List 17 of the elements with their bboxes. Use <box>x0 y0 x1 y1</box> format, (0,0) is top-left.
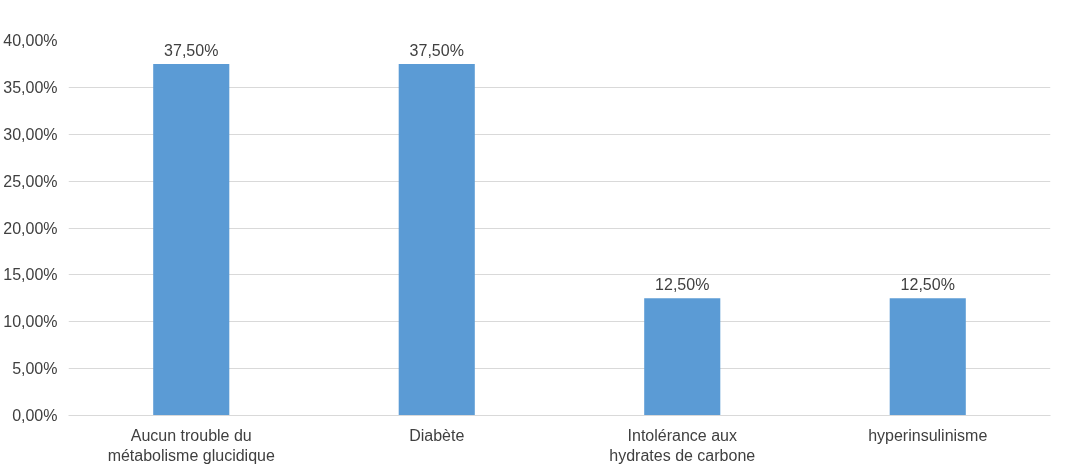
data-label: 12,50% <box>655 276 710 294</box>
y-tick-label: 35,00% <box>3 78 58 96</box>
y-tick-label: 30,00% <box>3 125 58 143</box>
y-tick-label: 15,00% <box>3 266 58 284</box>
x-tick-label: Aucun trouble du métabolisme glucidique <box>107 426 275 464</box>
y-tick-label: 25,00% <box>3 172 58 190</box>
y-tick-label: 5,00% <box>12 360 58 378</box>
y-tick-label: 0,00% <box>12 407 58 424</box>
data-label: 37,50% <box>164 41 219 59</box>
x-tick-label: hyperinsulinisme <box>868 426 988 444</box>
data-label: 12,50% <box>900 276 955 294</box>
y-tick-label: 10,00% <box>3 313 58 331</box>
x-tick-label: Diabète <box>409 426 465 444</box>
y-tick-label: 20,00% <box>3 219 58 237</box>
data-label: 37,50% <box>409 41 464 59</box>
y-tick-label: 40,00% <box>3 32 58 49</box>
x-tick-label: Intolérance aux hydrates de carbone <box>609 426 756 464</box>
